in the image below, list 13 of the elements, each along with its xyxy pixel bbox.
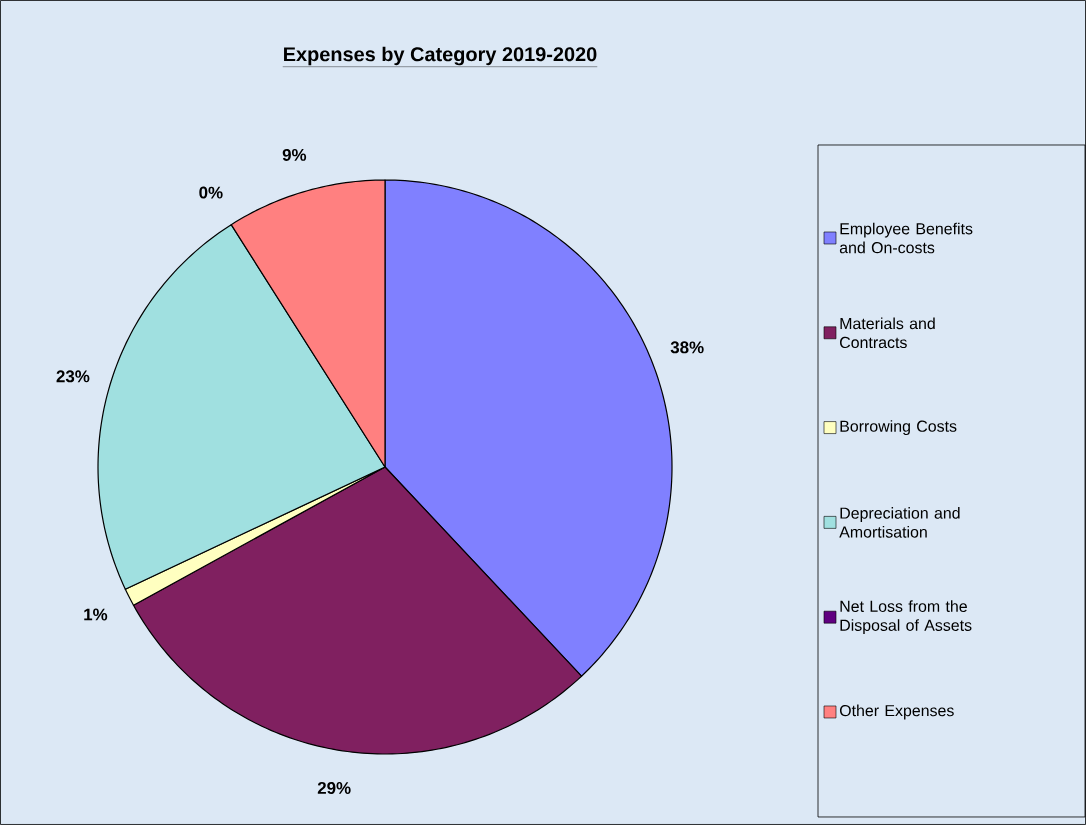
legend-label: Borrowing Costs [840, 420, 957, 436]
legend-label: Other Expenses [839, 704, 954, 720]
data-label: 9% [282, 148, 307, 161]
data-label: 1% [84, 608, 108, 621]
data-label: 38% [670, 341, 704, 354]
data-label: 29% [317, 781, 351, 794]
legend-label: Depreciation and Amortisation [839, 507, 960, 538]
legend-label: Net Loss from the Disposal of Assets [840, 600, 972, 635]
text: 0% [199, 186, 223, 199]
chart-title: Expenses by Category 2019-2020 [284, 46, 597, 66]
data-label: 23% [56, 370, 90, 383]
legend-label: Employee Benefits and On-costs [839, 222, 973, 254]
legend-label: Materials and Contracts [840, 317, 935, 349]
